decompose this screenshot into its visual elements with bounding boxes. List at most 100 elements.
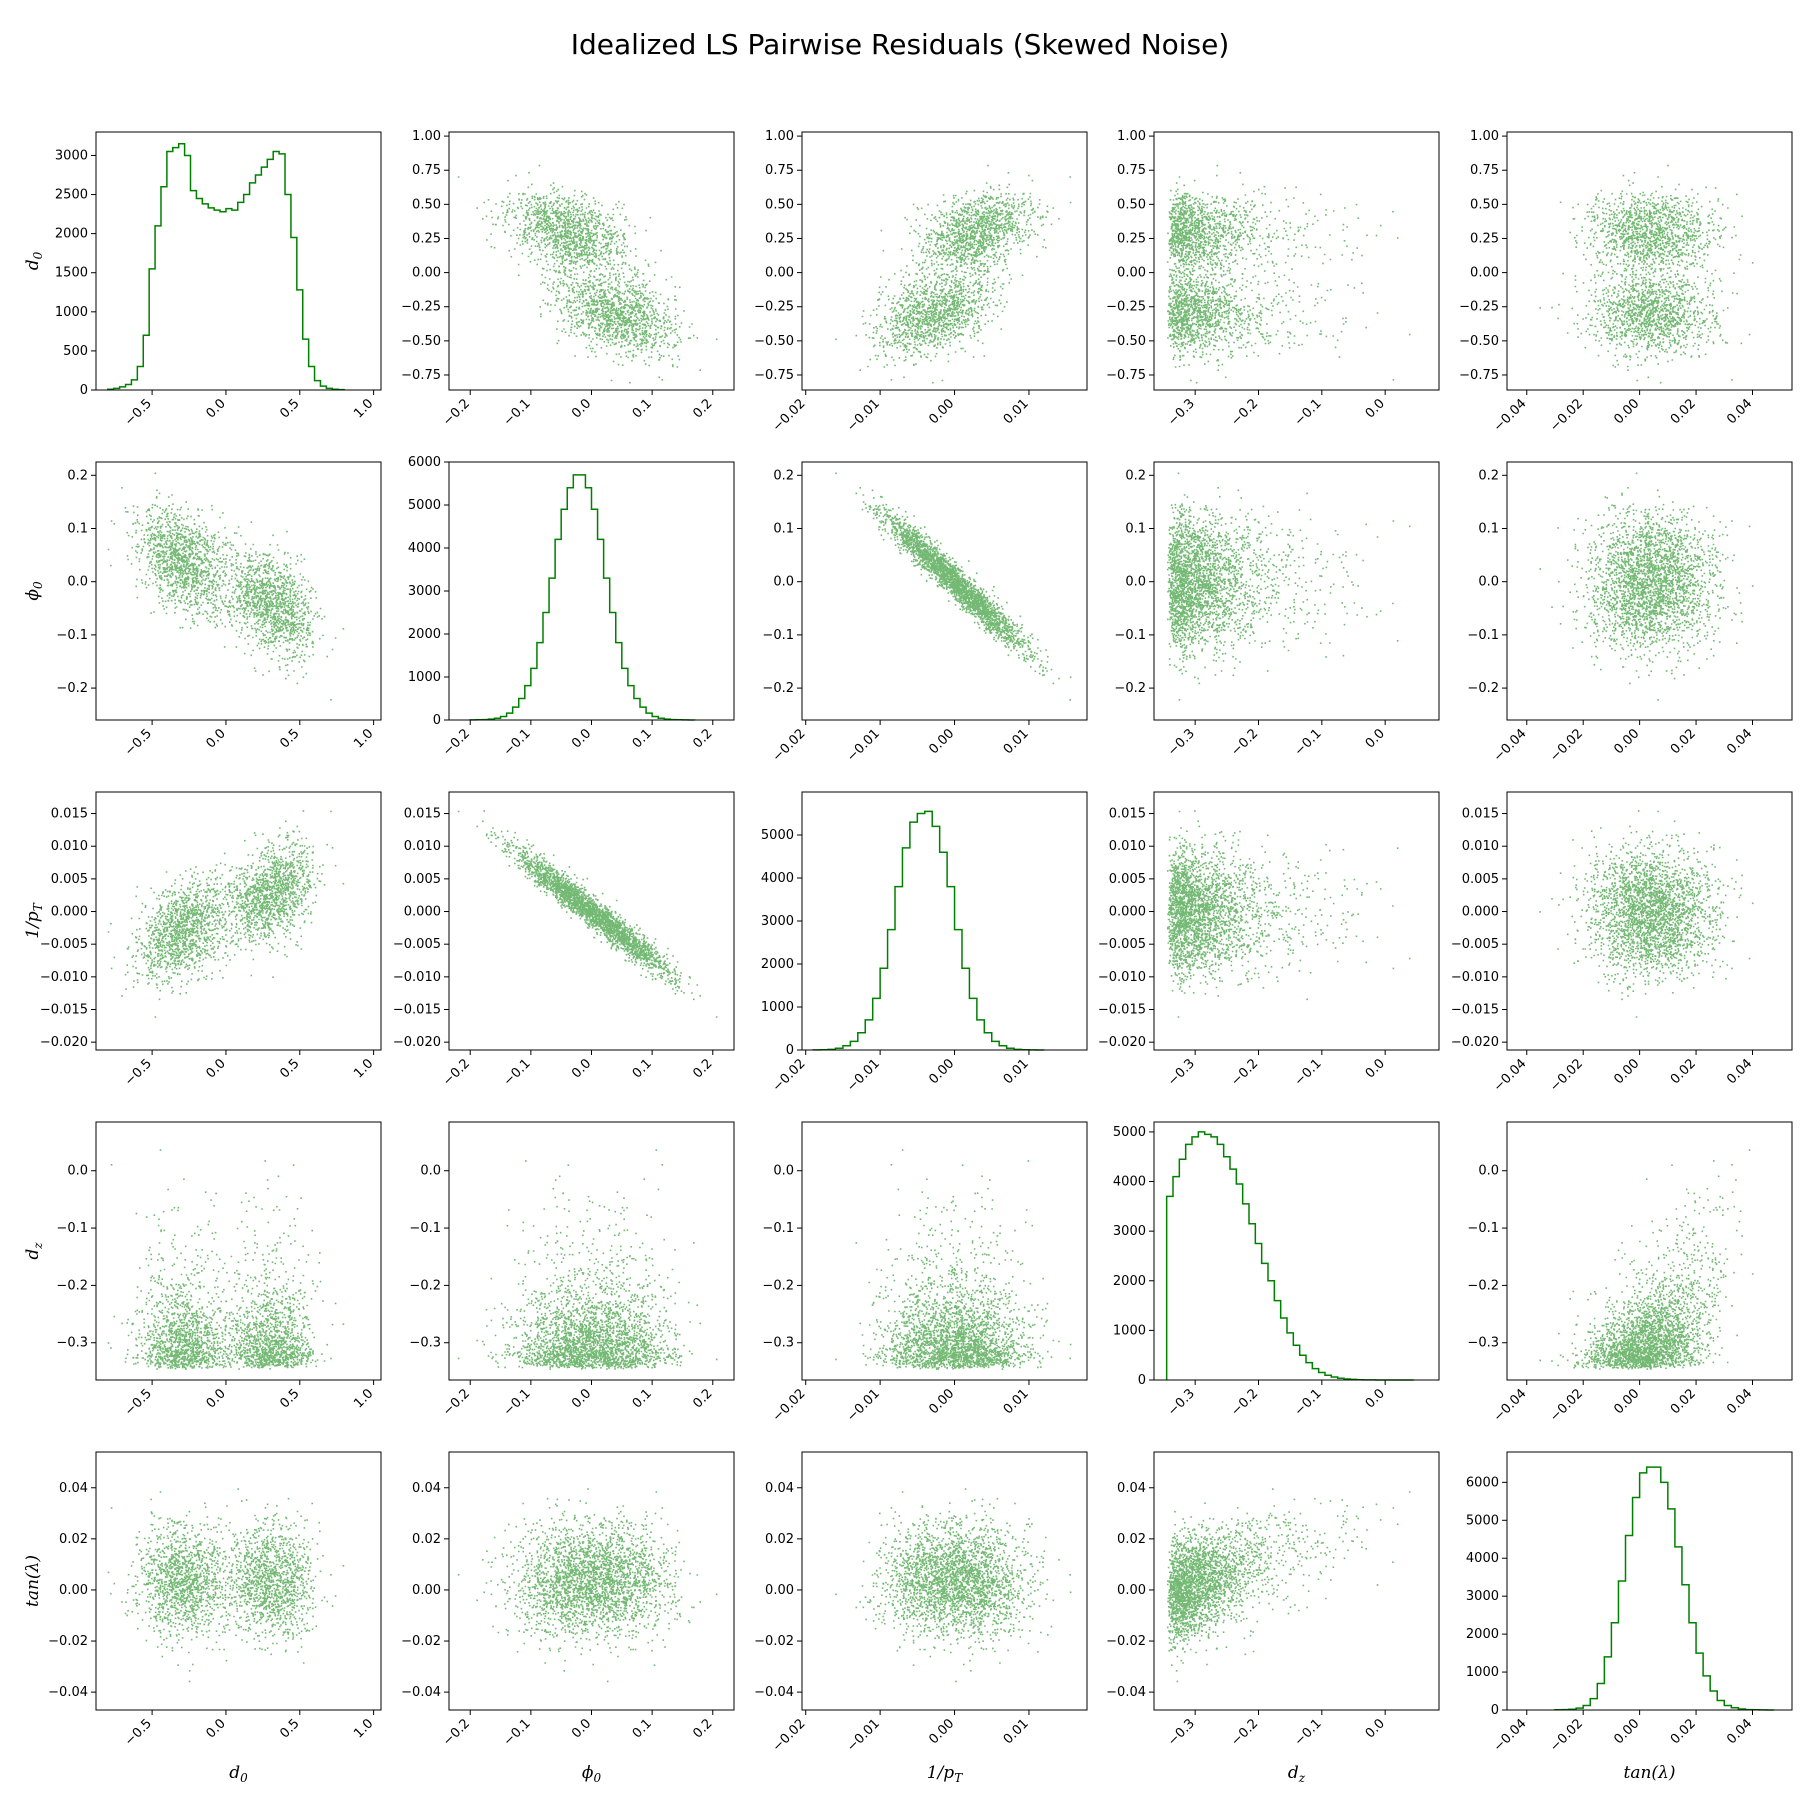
x-tick-label: −0.02 (1547, 1716, 1586, 1755)
y-tick-label: 5000 (1466, 1513, 1499, 1528)
x-tick-label: −0.1 (1292, 1716, 1325, 1749)
y-tick-label: 0.015 (404, 807, 441, 822)
y-tick-label: 0.0 (1125, 575, 1146, 590)
panel-r2-c4: −0.04 −0.02 0.00 0.02 0.04 −0.020 −0.015 −0.010… (1451, 791, 1793, 1095)
x-tick-label: 0.2 (690, 726, 715, 751)
x-tick-label: 0.04 (1724, 1056, 1755, 1087)
y-tick-label: −0.005 (40, 937, 88, 952)
y-tick-label: 2000 (408, 627, 441, 642)
x-tick-label: 0.01 (1001, 1716, 1032, 1747)
panel-r4-c2: −0.02 −0.01 0.00 0.01 −0.04 −0.02 0.00 0.02 0.04 (754, 1451, 1088, 1755)
y-tick-label: −0.1 (762, 628, 794, 643)
scatter-points (107, 810, 345, 1018)
panel-frame (448, 461, 735, 721)
x-tick-label: 1.0 (351, 1386, 376, 1411)
x-tick-label: −0.5 (122, 1056, 155, 1089)
y-tick-label: −0.25 (1459, 300, 1499, 315)
y-tick-label: 2000 (761, 957, 794, 972)
y-tick-label: 0.25 (1470, 231, 1499, 246)
x-tick-label: 0.00 (926, 1056, 957, 1087)
x-tick-label: −0.1 (501, 1056, 534, 1089)
x-tick-label: −0.02 (1547, 726, 1586, 765)
y-tick-label: 0.0 (420, 1164, 441, 1179)
panel-frame (448, 1121, 735, 1381)
y-tick-label: 0.000 (1109, 905, 1146, 920)
x-tick-label: 0.0 (204, 1056, 229, 1081)
x-tick-label: −0.1 (1292, 1056, 1325, 1089)
y-tick-label: 0.00 (1117, 1583, 1146, 1598)
x-tick-label: −0.02 (1547, 1386, 1586, 1425)
y-axis-label: ϕ0 (23, 581, 45, 601)
panel-r3-c1: −0.2 −0.1 0.0 0.1 0.2 −0.3 −0.2 −0.1 0.0 (409, 1121, 735, 1419)
y-tick-label: 0.00 (59, 1583, 88, 1598)
x-tick-label: −0.3 (1165, 1386, 1198, 1419)
y-tick-label: −0.02 (754, 1634, 794, 1649)
x-tick-label: −0.01 (844, 1056, 883, 1095)
x-tick-label: −0.02 (1547, 1056, 1586, 1095)
y-tick-label: −0.50 (401, 334, 441, 349)
panel-r0-c4: −0.04 −0.02 0.00 0.02 0.04 −0.75 −0.50 −0.25 0.0… (1459, 129, 1793, 435)
x-axis-label: d0 (229, 1763, 248, 1785)
panel-frame (95, 131, 382, 391)
panel-r3-c4: −0.04 −0.02 0.00 0.02 0.04 −0.3 −0.2 −0.1 0.0 (1467, 1121, 1793, 1425)
y-tick-label: 0.2 (1478, 468, 1499, 483)
x-tick-label: −0.3 (1165, 396, 1198, 429)
y-tick-label: 4000 (761, 871, 794, 886)
y-tick-label: −0.02 (48, 1634, 88, 1649)
y-tick-label: −0.010 (393, 970, 441, 985)
x-tick-label: 0.00 (1611, 396, 1642, 427)
scatter-points (457, 1149, 718, 1370)
x-tick-label: 0.0 (569, 396, 594, 421)
x-tick-label: −0.3 (1165, 1056, 1198, 1089)
y-tick-label: 1000 (55, 305, 88, 320)
y-tick-label: 0.02 (412, 1532, 441, 1547)
x-axis-label: dz (1288, 1763, 1306, 1785)
x-tick-label: 0.0 (569, 1716, 594, 1741)
histogram-step (469, 474, 696, 721)
y-tick-label: 1000 (1466, 1665, 1499, 1680)
y-tick-label: 0.015 (51, 807, 88, 822)
x-tick-label: 0.00 (926, 726, 957, 757)
y-tick-label: 3000 (1113, 1224, 1146, 1239)
y-tick-label: 3000 (1466, 1589, 1499, 1604)
y-tick-label: −0.04 (401, 1685, 441, 1700)
x-tick-label: 0.00 (1611, 1056, 1642, 1087)
y-tick-label: −0.2 (56, 681, 88, 696)
panel-frame (1506, 1451, 1793, 1711)
x-tick-label: −0.04 (1491, 726, 1530, 765)
panel-frame (1506, 131, 1793, 391)
x-axis-label: ϕ0 (582, 1763, 602, 1785)
x-tick-label: −0.2 (440, 1056, 473, 1089)
panel-frame (1153, 791, 1440, 1051)
panel-frame (1153, 1451, 1440, 1711)
x-tick-label: −0.2 (440, 396, 473, 429)
x-tick-label: 0.2 (690, 1716, 715, 1741)
y-tick-label: 6000 (408, 455, 441, 470)
x-tick-label: −0.01 (844, 1716, 883, 1755)
scatter-points (1539, 1149, 1754, 1370)
y-tick-label: 2000 (1466, 1627, 1499, 1642)
x-tick-label: −0.5 (122, 726, 155, 759)
panel-r1-c4: −0.04 −0.02 0.00 0.02 0.04 −0.2 −0.1 0.0 0.1 0.2 (1467, 461, 1793, 765)
scatter-points (835, 1149, 1072, 1370)
x-tick-label: 1.0 (351, 1716, 376, 1741)
x-tick-label: 0.00 (1611, 1386, 1642, 1417)
panel-r1-c0: −0.5 0.0 0.5 1.0 −0.2 −0.1 0.0 0.1 0.2 (56, 461, 382, 759)
y-tick-label: 1500 (55, 266, 88, 281)
panel-frame (1506, 1121, 1793, 1381)
panel-r0-c0: −0.5 0.0 0.5 1.0 0 500 1000 1500 2000 2500 3000 (55, 131, 382, 429)
y-tick-label: −0.02 (1106, 1634, 1146, 1649)
y-tick-label: 6000 (1466, 1475, 1499, 1490)
x-tick-label: −0.1 (1292, 396, 1325, 429)
y-tick-label: −0.04 (754, 1685, 794, 1700)
y-tick-label: 0.02 (765, 1532, 794, 1547)
x-tick-label: 0.01 (1001, 1386, 1032, 1417)
scatter-points (835, 472, 1072, 701)
x-tick-label: −0.3 (1165, 726, 1198, 759)
y-tick-label: −0.3 (56, 1336, 88, 1351)
y-tick-label: −0.1 (1114, 628, 1146, 643)
y-tick-label: −0.2 (1467, 1278, 1499, 1293)
y-tick-label: 0.1 (1125, 521, 1146, 536)
x-tick-label: 0.1 (630, 726, 655, 751)
x-tick-label: −0.5 (122, 1716, 155, 1749)
